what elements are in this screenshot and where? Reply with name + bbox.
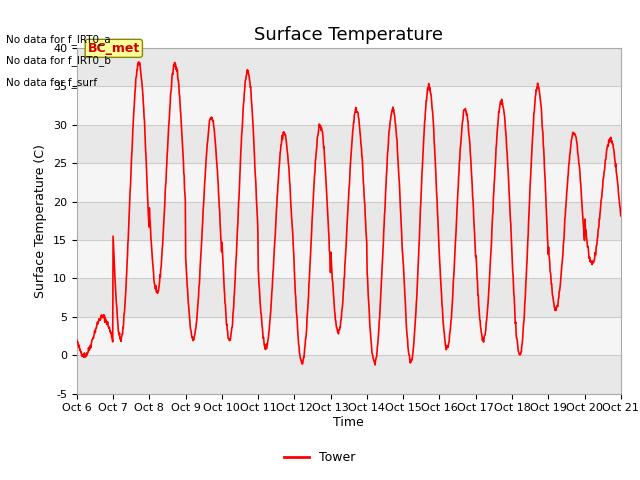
Text: No data for f_IRT0_a: No data for f_IRT0_a <box>6 34 111 45</box>
Bar <box>77 86 621 125</box>
X-axis label: Time: Time <box>333 416 364 429</box>
Bar <box>77 163 621 202</box>
Legend: Tower: Tower <box>279 446 361 469</box>
Text: No data for f_surf: No data for f_surf <box>6 77 97 88</box>
Bar <box>77 125 621 163</box>
Text: No data for f_IRT0_b: No data for f_IRT0_b <box>6 55 111 66</box>
Bar <box>77 240 621 278</box>
Y-axis label: Surface Temperature (C): Surface Temperature (C) <box>35 144 47 298</box>
Bar <box>77 355 621 394</box>
Bar <box>77 278 621 317</box>
Bar <box>77 317 621 355</box>
Text: BC_met: BC_met <box>88 42 140 55</box>
Bar <box>77 202 621 240</box>
Title: Surface Temperature: Surface Temperature <box>254 25 444 44</box>
Bar <box>77 48 621 86</box>
